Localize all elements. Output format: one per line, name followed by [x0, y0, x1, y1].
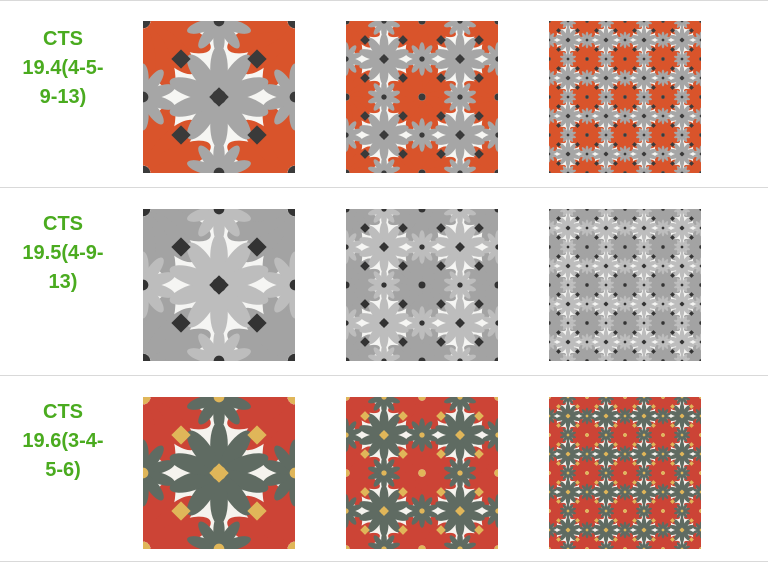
tile-image-single [143, 209, 295, 361]
tile-pattern-graphic [143, 397, 295, 549]
tile-image-single [143, 397, 295, 549]
label-line: 19.5(4-9- [22, 242, 104, 264]
tile-image-single [143, 21, 295, 173]
tile-pattern-graphic [143, 209, 295, 361]
tile-pattern-graphic [549, 397, 701, 549]
label-line: 19.6(3-4- [22, 430, 104, 452]
row-label: CTS 19.4(4-5- 9-13) [0, 25, 126, 112]
row-label: CTS 19.6(3-4- 5-6) [0, 398, 126, 485]
tile-image-2x2 [346, 21, 498, 173]
catalog-row-2: CTS 19.5(4-9- 13) [0, 187, 768, 375]
tile-pattern-graphic [143, 21, 295, 173]
catalog-row-3: CTS 19.6(3-4- 5-6) [0, 375, 768, 562]
label-line: CTS [43, 213, 83, 235]
label-line: 19.4(4-5- [22, 57, 104, 79]
tile-pattern-graphic [549, 21, 701, 173]
row-label: CTS 19.5(4-9- 13) [0, 210, 126, 297]
tile-pattern-graphic [346, 21, 498, 173]
label-line: CTS [43, 28, 83, 50]
tile-pattern-graphic [549, 209, 701, 361]
tile-image-4x4 [549, 209, 701, 361]
tile-image-2x2 [346, 209, 498, 361]
tile-pattern-graphic [346, 397, 498, 549]
label-line: 5-6) [45, 459, 81, 481]
label-line: 13) [48, 271, 78, 293]
tile-image-2x2 [346, 397, 498, 549]
label-line: 9-13) [39, 86, 87, 108]
tile-image-4x4 [549, 397, 701, 549]
label-line: CTS [43, 401, 83, 423]
tile-pattern-graphic [346, 209, 498, 361]
tile-image-4x4 [549, 21, 701, 173]
catalog-row-1: CTS 19.4(4-5- 9-13) [0, 0, 768, 187]
